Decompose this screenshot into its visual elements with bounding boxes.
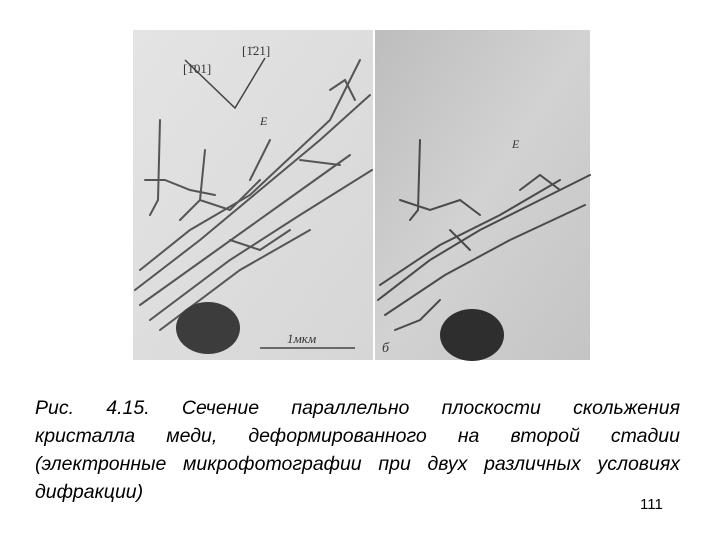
panel-label: б <box>382 341 390 356</box>
left-micrograph: [1̄01] [1̄21] E 1мкм <box>133 30 373 360</box>
caption: Рис. 4.15. Сечение параллельно плоскости… <box>35 394 680 506</box>
figure: [1̄01] [1̄21] E 1мкм E б <box>133 30 591 361</box>
scale-bar-label: 1мкм <box>287 331 316 346</box>
direction-label: [1̄21] <box>242 43 270 58</box>
label-e: E <box>511 137 520 151</box>
caption-line: кристалла меди, деформированного на втор… <box>35 425 680 447</box>
label-e: E <box>259 114 268 128</box>
caption-line: Рис. 4.15. Сечение параллельно плоскости… <box>35 397 680 419</box>
page-number: 111 <box>640 496 663 513</box>
caption-line: (электронные микрофотографии при двух ра… <box>35 453 680 475</box>
right-micrograph: E б <box>375 30 591 361</box>
caption-line: дифракции) <box>35 481 144 503</box>
direction-label: [1̄01] <box>183 61 211 76</box>
